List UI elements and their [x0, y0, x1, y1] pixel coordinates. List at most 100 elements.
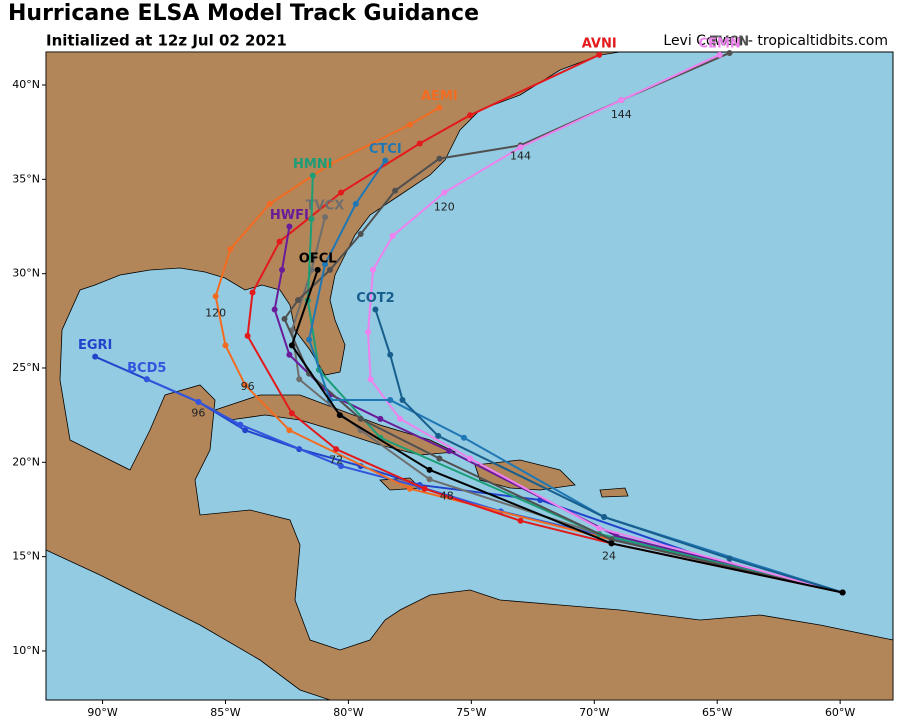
hour-label: 144 [611, 108, 632, 121]
track-point [389, 232, 396, 239]
track-point [421, 485, 428, 492]
track-point [357, 415, 364, 422]
track-point [286, 351, 293, 358]
track-point [143, 376, 150, 383]
lon-tick-label: 80°W [333, 706, 363, 719]
track-line [273, 226, 843, 594]
hour-label: 96 [241, 380, 255, 393]
track-point [596, 525, 603, 532]
lat-tick-label: 25°N [12, 361, 40, 374]
hour-label: 144 [510, 150, 531, 163]
track-point [377, 415, 384, 422]
track-label: BCD5 [127, 361, 166, 376]
track-point [286, 223, 293, 230]
track-label: CTCI [369, 142, 402, 157]
lat-tick-label: 10°N [12, 644, 40, 657]
track-point [266, 200, 273, 207]
lon-tick-label: 60°W [825, 706, 855, 719]
track-point [517, 144, 524, 151]
track-point [436, 155, 443, 162]
track-point [372, 306, 379, 313]
track-point [441, 189, 448, 196]
track-point [618, 97, 625, 104]
track-point [295, 297, 302, 304]
track-point [387, 351, 394, 358]
track-line [367, 53, 843, 594]
track-point [426, 476, 433, 483]
track-point [326, 161, 333, 168]
track-point [222, 342, 229, 349]
track-point [406, 485, 413, 492]
track-point [314, 266, 321, 273]
track-point [195, 398, 202, 405]
lat-tick-label: 20°N [12, 455, 40, 468]
track-line [283, 52, 843, 594]
track-label: AVNI [582, 36, 617, 51]
title: Hurricane ELSA Model Track Guidance [8, 1, 479, 26]
lon-tick-label: 65°W [702, 706, 732, 719]
track-point [608, 540, 615, 547]
track-point [467, 112, 474, 119]
track-line [290, 269, 843, 594]
lon-tick-label: 85°W [210, 706, 240, 719]
track-point [322, 214, 329, 221]
track-point [242, 381, 249, 388]
track-point [517, 517, 524, 524]
puerto-rico [599, 487, 629, 498]
track-point [212, 293, 219, 300]
track-label: COT2 [356, 291, 395, 306]
track-point [336, 412, 343, 419]
track-point [249, 289, 256, 296]
hour-label: 24 [602, 550, 616, 563]
track-point [406, 121, 413, 128]
track-point [92, 353, 99, 360]
track-point [460, 434, 467, 441]
track-point [382, 157, 389, 164]
hour-label: 96 [191, 406, 205, 419]
track-point [242, 427, 249, 434]
track-point [435, 432, 442, 439]
track-point [399, 397, 406, 404]
track-point [387, 397, 394, 404]
hour-label: 48 [440, 489, 454, 502]
track-point [296, 376, 303, 383]
track-point [369, 266, 376, 273]
track-label: TVCN [710, 34, 749, 49]
track-point [244, 332, 251, 339]
track-point [322, 261, 329, 268]
track-point [271, 306, 278, 313]
track-point [308, 215, 315, 222]
track-point [357, 231, 364, 238]
credit: Levi Cowan - tropicaltidbits.com [663, 33, 888, 49]
track-label: EGRI [78, 338, 112, 353]
track-point [227, 246, 234, 253]
hour-label: 120 [205, 306, 226, 319]
track-point [467, 455, 474, 462]
track-point [326, 266, 333, 273]
track-point [338, 189, 345, 196]
track-point [436, 104, 443, 111]
track-point [237, 421, 244, 428]
track-point [338, 463, 345, 470]
track-point [281, 315, 288, 322]
track-point [309, 172, 316, 179]
track-point [306, 336, 313, 343]
track-point [596, 51, 603, 58]
track-label: HWFI [270, 208, 309, 223]
cuba [214, 394, 457, 456]
track-point [367, 376, 374, 383]
lon-tick-label: 90°W [87, 706, 117, 719]
track-point [839, 589, 846, 596]
hour-label: 72 [329, 453, 343, 466]
lat-tick-label: 30°N [12, 267, 40, 280]
track-point [416, 140, 423, 147]
track-point [397, 415, 404, 422]
lat-tick-label: 15°N [12, 550, 40, 563]
lat-tick-label: 35°N [12, 172, 40, 185]
track-label: AEMI [421, 89, 458, 104]
lon-tick-label: 75°W [456, 706, 486, 719]
track-point [601, 514, 608, 521]
track-point [333, 446, 340, 453]
